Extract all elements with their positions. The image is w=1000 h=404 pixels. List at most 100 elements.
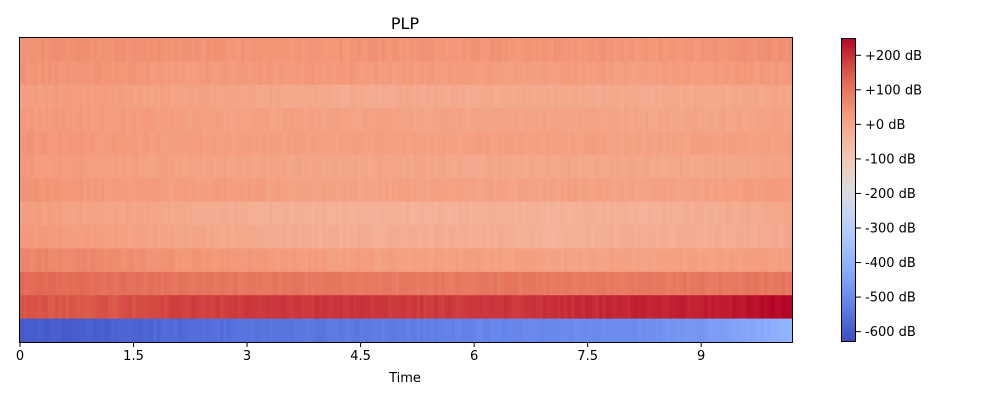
heatmap-cell [504, 108, 509, 133]
heatmap-cell [69, 201, 74, 226]
heatmap-cell [756, 248, 762, 273]
heatmap-cell [198, 61, 204, 86]
heatmap-cell [293, 271, 298, 296]
heatmap-cell [30, 248, 35, 273]
heatmap-cell [377, 295, 383, 320]
heatmap-cell [620, 178, 625, 203]
heatmap-cell [353, 248, 358, 273]
heatmap-cell [781, 318, 786, 343]
heatmap-cell [739, 295, 744, 320]
heatmap-cell [195, 225, 200, 250]
heatmap-cell [223, 154, 228, 179]
heatmap-cell [342, 84, 347, 109]
heatmap-cell [644, 61, 649, 86]
heatmap-cell [584, 225, 590, 250]
heatmap-cell [325, 318, 330, 343]
heatmap-cell [220, 225, 225, 250]
heatmap-cell [244, 225, 249, 250]
heatmap-cell [381, 84, 386, 109]
heatmap-cell [662, 38, 667, 62]
heatmap-cell [437, 201, 442, 226]
heatmap-cell [742, 154, 747, 179]
heatmap-cell [595, 225, 600, 250]
heatmap-cell [490, 248, 495, 273]
heatmap-cell [479, 201, 484, 226]
heatmap-cell [335, 318, 340, 343]
heatmap-cell [97, 84, 102, 109]
heatmap-cell [690, 61, 695, 86]
heatmap-cell [62, 61, 67, 86]
heatmap-cell [427, 178, 432, 203]
heatmap-cell [244, 154, 249, 179]
heatmap-cell [549, 38, 554, 62]
heatmap-cell [434, 131, 439, 156]
heatmap-cell [669, 84, 674, 109]
heatmap-cell [244, 84, 249, 109]
heatmap-cell [476, 131, 481, 156]
heatmap-cell [311, 131, 316, 156]
heatmap-cell [191, 38, 197, 62]
heatmap-cell [276, 154, 281, 179]
heatmap-cell [721, 154, 726, 179]
heatmap-cell [321, 131, 326, 156]
heatmap-cell [444, 108, 449, 133]
heatmap-cell [728, 108, 733, 133]
heatmap-cell [767, 271, 772, 296]
heatmap-cell [230, 108, 235, 133]
heatmap-cell [374, 201, 379, 226]
heatmap-cell [227, 38, 232, 62]
heatmap-cell [20, 178, 25, 203]
heatmap-cell [623, 108, 628, 133]
heatmap-cell [34, 318, 39, 343]
heatmap-cell [90, 295, 95, 320]
heatmap-cell [528, 84, 533, 109]
heatmap-cell [83, 225, 88, 250]
heatmap-cell [623, 201, 628, 226]
heatmap-cell [683, 108, 688, 133]
heatmap-cell [93, 84, 98, 109]
heatmap-cell [20, 84, 25, 109]
heatmap-cell [398, 201, 404, 226]
heatmap-cell [570, 131, 576, 156]
heatmap-cell [146, 271, 151, 296]
heatmap-cell [234, 295, 239, 320]
heatmap-cell [177, 154, 183, 179]
heatmap-cell [205, 201, 211, 226]
heatmap-cell [342, 38, 347, 62]
heatmap-cell [65, 38, 70, 62]
heatmap-cell [69, 84, 74, 109]
heatmap-cell [525, 318, 530, 343]
heatmap-cell [507, 84, 512, 109]
heatmap-cell [339, 225, 344, 250]
heatmap-cell [258, 318, 263, 343]
heatmap-cell [395, 38, 400, 62]
heatmap-cell [458, 201, 463, 226]
heatmap-cell [139, 61, 144, 86]
heatmap-cell [613, 178, 618, 203]
colorbar-tick-label: +100 dB [865, 83, 922, 98]
heatmap-cell [241, 131, 246, 156]
heatmap-cell [23, 38, 28, 62]
heatmap-cell [76, 61, 81, 86]
heatmap-cell [567, 178, 572, 203]
heatmap-cell [742, 131, 747, 156]
heatmap-cell [420, 295, 425, 320]
heatmap-cell [655, 248, 660, 273]
heatmap-cell [683, 61, 688, 86]
heatmap-cell [100, 108, 105, 133]
heatmap-cell [497, 84, 502, 109]
heatmap-cell [521, 295, 526, 320]
heatmap-cell [300, 108, 305, 133]
heatmap-cell [577, 178, 583, 203]
heatmap-cell [427, 248, 432, 273]
heatmap-cell [353, 225, 358, 250]
heatmap-row [20, 131, 793, 156]
heatmap-cell [93, 225, 98, 250]
heatmap-cell [458, 318, 463, 343]
heatmap-cell [156, 248, 161, 273]
heatmap-cell [48, 61, 53, 86]
heatmap-cell [521, 271, 526, 296]
heatmap-cell [770, 271, 776, 296]
heatmap-cell [606, 178, 611, 203]
heatmap-cell [220, 271, 225, 296]
